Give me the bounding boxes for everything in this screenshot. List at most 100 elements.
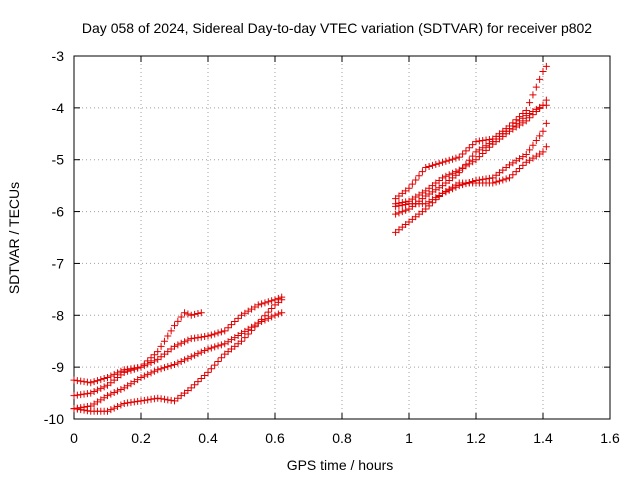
grid (74, 56, 610, 419)
data-point (83, 407, 91, 415)
data-point (455, 169, 463, 177)
series-track1-seg1 (70, 309, 205, 387)
y-tick-label: -7 (52, 255, 65, 271)
data-point (532, 137, 540, 145)
data-point (435, 159, 443, 167)
data-point (177, 357, 185, 365)
data-point (254, 319, 262, 327)
data-point (224, 324, 232, 332)
data-point (201, 347, 209, 355)
data-point (191, 334, 199, 342)
data-point (70, 376, 78, 384)
data-point (184, 354, 192, 362)
data-point (144, 360, 152, 368)
y-tick-label: -5 (52, 152, 65, 168)
data-point (164, 396, 172, 404)
data-point (214, 357, 222, 365)
data-point (197, 375, 205, 383)
data-point (207, 344, 215, 352)
data-point (100, 383, 108, 391)
y-tick-label: -8 (52, 307, 65, 323)
data-point (258, 300, 266, 308)
data-point (465, 156, 473, 164)
data-point (455, 153, 463, 161)
series-track3-seg2 (392, 101, 550, 218)
data-point (147, 369, 155, 377)
data-point (204, 345, 212, 353)
data-point (398, 208, 406, 216)
data-point (157, 365, 165, 373)
data-point (197, 309, 205, 317)
data-point (217, 341, 225, 349)
data-point (459, 165, 467, 173)
data-point (73, 405, 81, 413)
data-point (181, 356, 189, 364)
data-point (261, 312, 269, 320)
data-point (171, 322, 178, 330)
data-point (539, 127, 547, 135)
data-point (395, 209, 403, 217)
data-point (73, 391, 81, 399)
data-point (502, 175, 510, 183)
data-point (495, 177, 503, 185)
data-point (110, 404, 118, 412)
data-point (90, 388, 98, 396)
data-point (415, 172, 423, 180)
data-point (191, 351, 199, 359)
data-point (392, 210, 400, 218)
data-point (442, 172, 450, 180)
data-point (241, 334, 249, 342)
data-point (392, 202, 400, 210)
data-point (405, 184, 413, 192)
data-point (251, 323, 259, 331)
data-point (536, 75, 544, 83)
data-point (217, 354, 225, 362)
data-point (532, 83, 540, 91)
data-point (207, 365, 215, 373)
x-axis-label: GPS time / hours (287, 457, 394, 473)
data-point (475, 153, 483, 161)
data-point (187, 353, 195, 361)
data-point (147, 358, 155, 366)
data-point (164, 363, 172, 371)
data-point (93, 386, 101, 394)
data-point (164, 332, 172, 340)
data-point (144, 370, 152, 378)
y-axis-label: SDTVAR / TECUs (6, 182, 22, 294)
data-point (197, 333, 205, 341)
data-point (107, 406, 115, 414)
data-point (492, 178, 500, 186)
y-tick-label: -3 (52, 48, 65, 64)
data-point (529, 91, 537, 99)
data-point (184, 336, 192, 344)
data-point (73, 377, 81, 385)
data-point (278, 309, 286, 317)
data-point (87, 379, 95, 387)
data-point (140, 396, 148, 404)
y-tick-label: -10 (44, 411, 64, 427)
data-point (439, 174, 446, 182)
x-tick-label: 0.2 (131, 430, 151, 446)
data-point (475, 137, 483, 145)
data-point (114, 387, 122, 395)
data-point (258, 315, 266, 323)
data-point (174, 317, 182, 325)
data-point (130, 365, 138, 373)
data-point (432, 160, 440, 168)
data-point (254, 301, 262, 309)
data-point (134, 397, 142, 405)
data-point (197, 348, 205, 356)
data-point (472, 138, 480, 146)
data-point (194, 310, 202, 318)
data-point (539, 148, 547, 156)
data-point (542, 119, 550, 127)
data-point (529, 141, 537, 149)
data-point (506, 174, 513, 182)
data-point (472, 156, 480, 164)
data-point (264, 308, 272, 316)
data-point (522, 151, 530, 159)
data-point (150, 367, 158, 375)
x-tick-label: 0.6 (265, 430, 285, 446)
data-point (271, 311, 279, 319)
